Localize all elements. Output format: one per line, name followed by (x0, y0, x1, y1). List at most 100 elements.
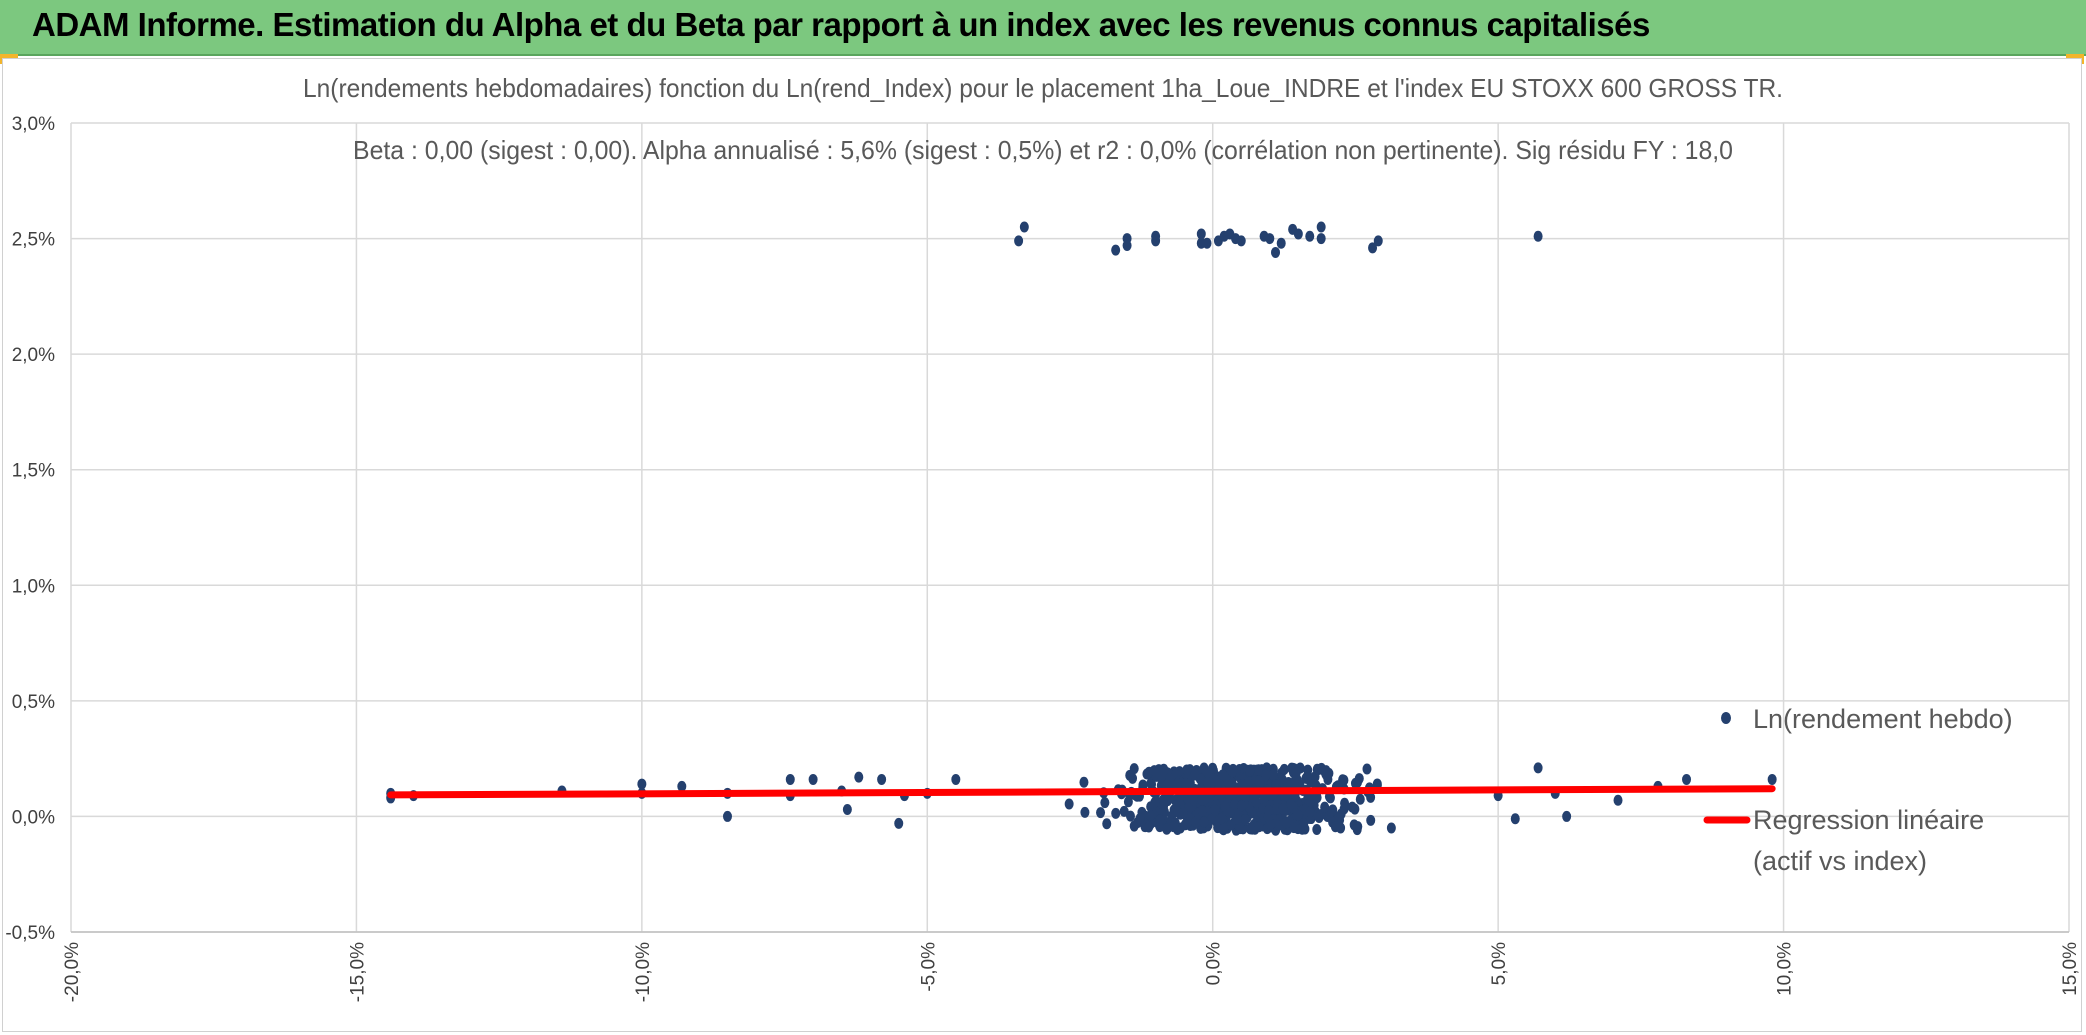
data-point (1162, 823, 1172, 835)
chart-title: Ln(rendements hebdomadaires) fonction du… (303, 73, 1783, 103)
y-tick-label: 0,5% (12, 692, 55, 713)
data-point (1305, 806, 1315, 818)
data-point (1235, 823, 1245, 835)
y-tick-label: 2,0% (12, 345, 55, 366)
data-point (722, 810, 732, 822)
data-point (1129, 763, 1139, 775)
data-point (1276, 237, 1286, 249)
x-tick-label: 5,0% (1489, 942, 1510, 985)
data-point (1316, 233, 1326, 245)
data-point (1096, 807, 1106, 819)
data-point (1151, 235, 1161, 247)
data-point (1254, 821, 1264, 833)
data-point (1245, 765, 1255, 777)
data-point (1111, 244, 1121, 256)
data-point (1279, 763, 1289, 775)
data-point (1123, 796, 1133, 808)
data-point (1354, 773, 1364, 785)
data-point (1178, 807, 1188, 819)
chart-subtitle: Beta : 0,00 (sigest : 0,00). Alpha annua… (353, 135, 1733, 165)
data-point (785, 773, 795, 785)
data-point (1305, 796, 1315, 808)
data-point (1225, 807, 1235, 819)
data-point (1019, 221, 1029, 233)
data-point (1336, 822, 1346, 834)
data-point (1336, 808, 1346, 820)
data-point (1278, 803, 1288, 815)
data-point (1251, 796, 1261, 808)
data-point (1080, 806, 1090, 818)
data-point (1202, 237, 1212, 249)
data-point (1102, 818, 1112, 830)
y-tick-label: 0,0% (12, 807, 55, 828)
data-point (1290, 774, 1300, 786)
data-point (1350, 803, 1360, 815)
data-point (1303, 770, 1313, 782)
data-point (1155, 814, 1165, 826)
data-point (1182, 764, 1192, 776)
data-point (1767, 773, 1777, 785)
data-point (1320, 801, 1330, 813)
data-point (1286, 798, 1296, 810)
data-point (854, 771, 864, 783)
title-background (293, 63, 1793, 103)
data-point (1197, 794, 1207, 806)
data-point (1328, 804, 1338, 816)
data-point (1353, 821, 1363, 833)
data-point (1281, 817, 1291, 829)
data-point (637, 778, 647, 790)
data-point (1268, 769, 1278, 781)
data-point (1135, 813, 1145, 825)
data-point (1533, 762, 1543, 774)
data-point (1150, 796, 1160, 808)
data-point (1144, 821, 1154, 833)
data-point (1293, 809, 1303, 821)
regression-line (387, 785, 1776, 799)
x-tick-label: 10,0% (1775, 942, 1796, 996)
data-point (1218, 769, 1228, 781)
data-point (1373, 235, 1383, 247)
data-point (1149, 765, 1159, 777)
data-point (1510, 813, 1520, 825)
data-point (1128, 772, 1138, 784)
data-point (1191, 816, 1201, 828)
data-point (1219, 822, 1229, 834)
x-tick-label: 0,0% (1204, 942, 1225, 985)
data-point (1314, 812, 1324, 824)
data-point (1613, 794, 1623, 806)
data-point (1217, 813, 1227, 825)
x-tick-label: -5,0% (918, 942, 939, 992)
data-point (1265, 233, 1275, 245)
data-point (1312, 823, 1322, 835)
data-point (1197, 805, 1207, 817)
data-point (951, 773, 961, 785)
y-tick-label: -0,5% (5, 923, 55, 944)
data-point (1314, 764, 1324, 776)
data-point (1210, 804, 1220, 816)
data-point (1316, 221, 1326, 233)
data-point (1254, 775, 1264, 787)
data-point (1237, 800, 1247, 812)
data-point (1230, 798, 1240, 810)
data-point (1079, 776, 1089, 788)
data-point (1014, 235, 1024, 247)
x-tick-label: -20,0% (62, 942, 83, 1002)
data-point (1324, 767, 1334, 779)
y-tick-label: 1,5% (12, 461, 55, 482)
data-point (1562, 810, 1572, 822)
data-point (1355, 793, 1365, 805)
data-point (1271, 246, 1281, 258)
data-point (1238, 778, 1248, 790)
data-point (1366, 814, 1376, 826)
data-point (1206, 813, 1216, 825)
data-point (1266, 818, 1276, 830)
data-point (1299, 821, 1309, 833)
data-point (1145, 810, 1155, 822)
data-point (1254, 764, 1264, 776)
y-tick-label: 2,5% (12, 230, 55, 251)
data-point (877, 773, 887, 785)
data-point (1293, 228, 1303, 240)
data-point (1111, 807, 1121, 819)
data-point (842, 803, 852, 815)
data-point (1064, 798, 1074, 810)
